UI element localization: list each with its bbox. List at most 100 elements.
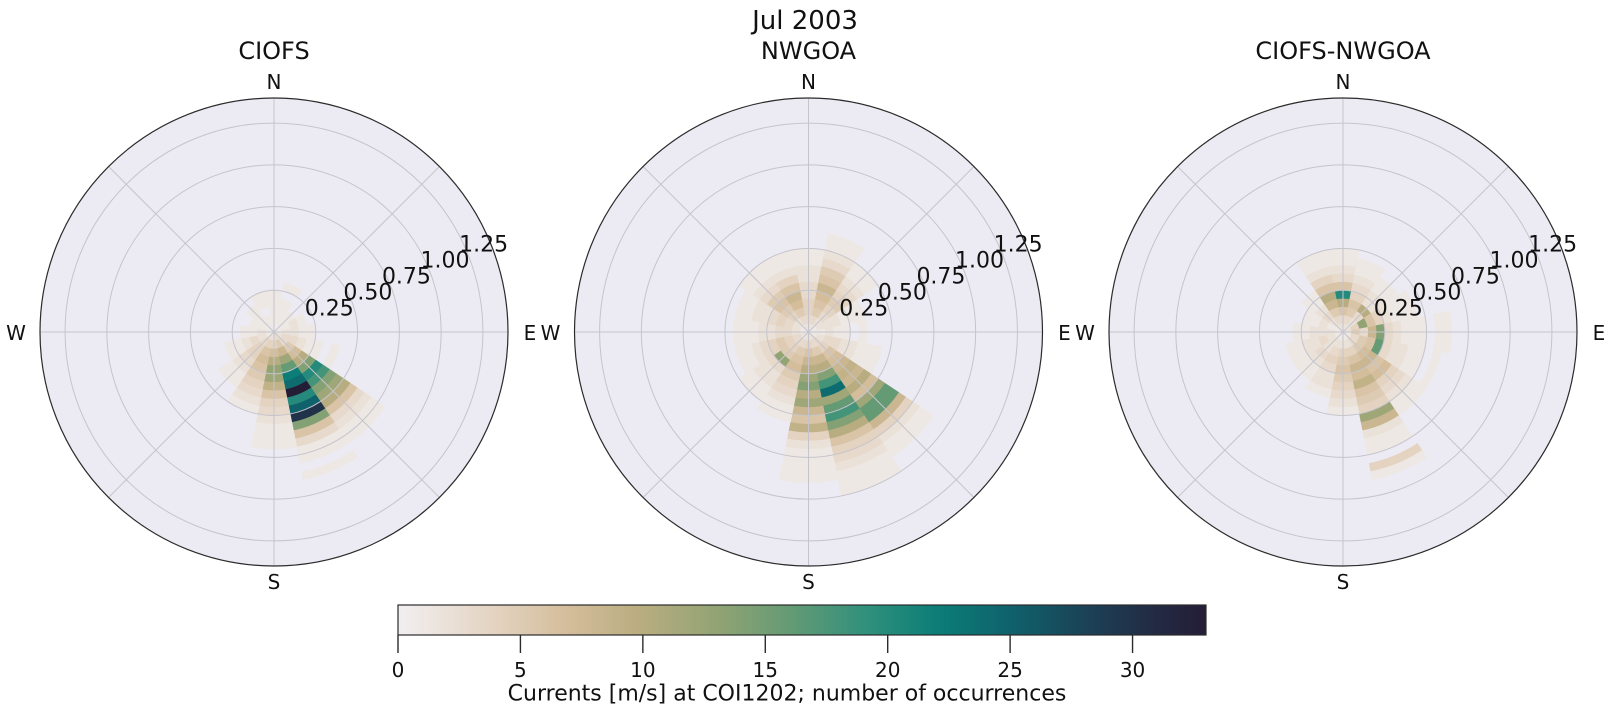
histogram-cell (274, 332, 283, 337)
histogram-cell (826, 408, 865, 431)
colorbar-tick-label: 25 (997, 658, 1022, 682)
histogram-cell (1305, 266, 1332, 284)
angular-gridline (108, 166, 275, 333)
histogram-cell (771, 380, 798, 398)
histogram-cell (834, 443, 888, 472)
histogram-cell (1349, 322, 1360, 331)
radial-tick-label: 0.25 (839, 297, 888, 322)
histogram-cell (1301, 338, 1316, 356)
histogram-cell (808, 332, 818, 337)
histogram-cell (864, 344, 883, 375)
histogram-cell (775, 373, 799, 390)
colorbar-tick-label: 20 (875, 658, 900, 682)
histogram-cell (1344, 338, 1353, 349)
histogram-cell (274, 332, 279, 341)
histogram-cell (816, 366, 837, 382)
histogram-cell (275, 315, 284, 326)
histogram-cell (1301, 308, 1316, 326)
angular-gridline (642, 331, 809, 498)
histogram-cell (1377, 303, 1393, 324)
colorbar-tick-label: 30 (1120, 658, 1145, 682)
histogram-cell (835, 449, 893, 480)
histogram-cell (734, 344, 753, 375)
histogram-cell (1343, 332, 1352, 337)
histogram-cell (1370, 308, 1385, 326)
cardinal-label-east: E (1593, 321, 1606, 345)
histogram-cell (295, 422, 340, 448)
histogram-cell (1300, 257, 1331, 277)
histogram-cell (1338, 332, 1343, 341)
histogram-cell (224, 340, 240, 361)
histogram-cell (245, 366, 266, 382)
histogram-cell (1293, 340, 1309, 361)
radial-tick-label: 1.00 (1490, 249, 1539, 274)
histogram-cell (808, 327, 818, 332)
angular-gridline (808, 166, 975, 333)
histogram-cell (1398, 289, 1418, 320)
histogram-cell (811, 307, 823, 319)
histogram-cell (1356, 335, 1368, 347)
histogram-cell (816, 282, 837, 298)
radial-tick-label: 0.50 (878, 281, 927, 306)
histogram-cell (1343, 327, 1352, 332)
cardinal-label-south: S (802, 570, 815, 594)
angular-gridline (808, 331, 975, 498)
angular-gridline (273, 331, 440, 498)
histogram-cell (814, 290, 832, 305)
histogram-cell (275, 338, 284, 349)
histogram-cell (785, 290, 803, 305)
histogram-cell (843, 303, 859, 324)
histogram-cell (1391, 294, 1409, 321)
histogram-cell (818, 373, 842, 390)
histogram-cell (1357, 394, 1390, 415)
histogram-cell (829, 422, 874, 448)
polar-plot-nwgoa: NWGOA N E S W 0.250.500.751.001.25 (541, 37, 1071, 594)
histogram-cell (1354, 266, 1381, 284)
histogram-cell (837, 456, 898, 489)
subplot-title: CIOFS (238, 37, 309, 65)
histogram-cell (280, 333, 291, 342)
histogram-cell (839, 463, 902, 497)
histogram-cell (264, 315, 273, 326)
histogram-cell (822, 335, 834, 347)
radial-tick-label: 0.50 (1412, 281, 1461, 306)
histogram-cell (761, 249, 794, 270)
radial-tick-label: 0.25 (1374, 297, 1423, 322)
histogram-cell (1384, 341, 1401, 365)
histogram-cell (850, 299, 867, 323)
histogram-cell (1349, 333, 1360, 342)
angular-gridline (642, 166, 809, 333)
histogram-cell (259, 345, 271, 357)
radial-tick-label: 1.25 (459, 233, 508, 258)
radial-tick-label: 0.75 (1451, 265, 1500, 290)
cardinal-label-south: S (268, 570, 281, 594)
histogram-cell (1356, 317, 1368, 329)
cardinal-label-east: E (524, 321, 537, 345)
histogram-cell (750, 299, 767, 323)
histogram-cell (1370, 338, 1385, 356)
histogram-cell (836, 338, 850, 356)
histogram-cell (810, 315, 819, 326)
histogram-cell (761, 394, 794, 415)
histogram-cell (265, 332, 274, 337)
histogram-cell (1343, 323, 1348, 332)
histogram-cell (269, 332, 274, 341)
histogram-cell (1391, 343, 1409, 370)
histogram-cell (780, 366, 801, 382)
histogram-cell (780, 282, 801, 298)
polar-grid (40, 98, 508, 566)
histogram-cell (1319, 359, 1337, 374)
histogram-cell (1352, 274, 1376, 291)
polar-outline (1108, 97, 1578, 567)
histogram-cell (241, 373, 265, 390)
histogram-cell (227, 394, 260, 415)
histogram-cells (1285, 248, 1452, 480)
histogram-cell (250, 290, 268, 305)
histogram-cell (815, 333, 826, 342)
polar-outline (39, 97, 509, 567)
histogram-cell (1328, 345, 1340, 357)
histogram-cell (1364, 422, 1409, 448)
histogram-cell (282, 366, 303, 382)
subplot-title: NWGOA (761, 37, 857, 65)
